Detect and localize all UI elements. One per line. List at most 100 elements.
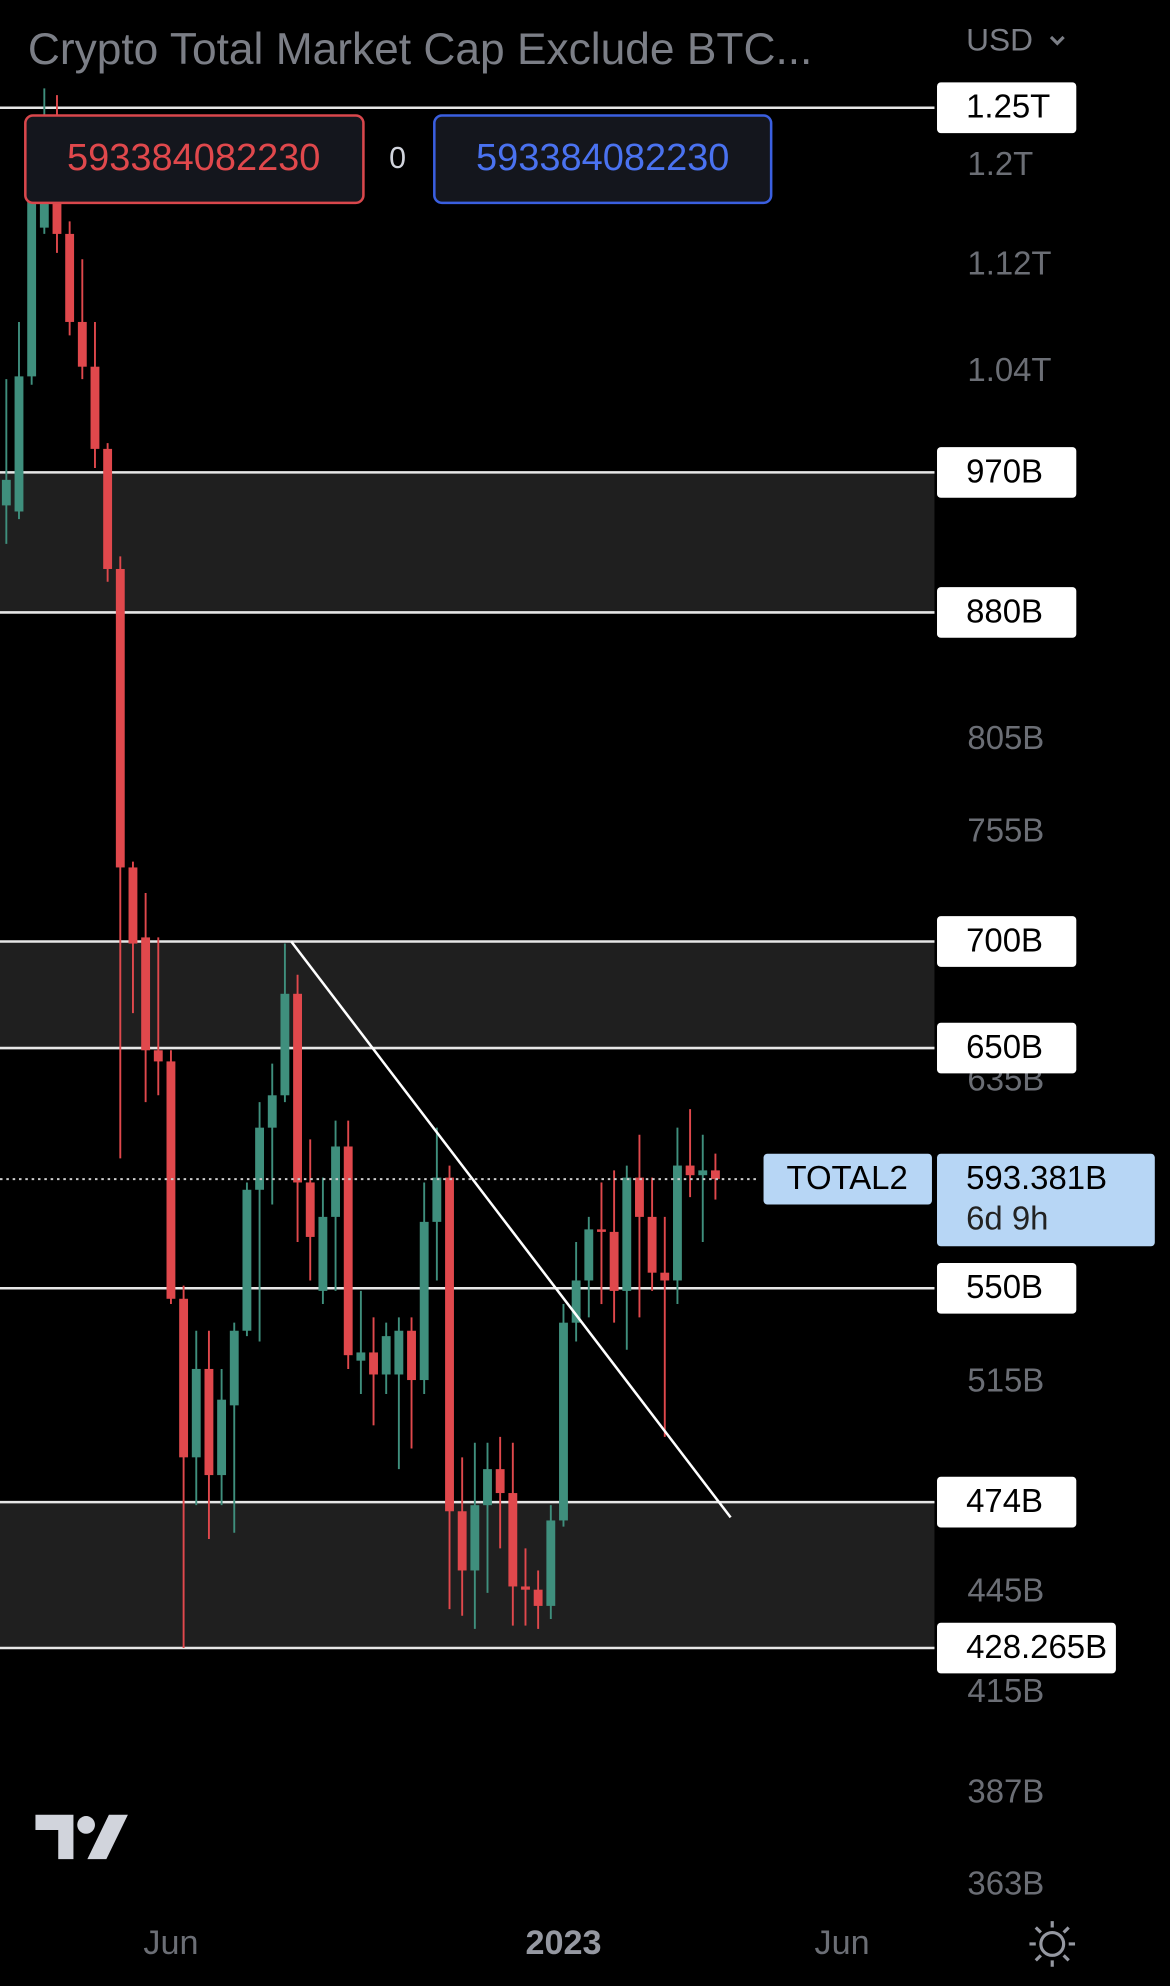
zone: [0, 941, 935, 1049]
logo: [35, 1814, 128, 1860]
buy-price[interactable]: 593384082230: [476, 137, 729, 179]
y-tick-label: 1.04T: [967, 351, 1051, 388]
candle-body: [647, 1216, 657, 1273]
level-label-box: [937, 1476, 1077, 1528]
candle-body: [635, 1177, 644, 1217]
candle-body: [255, 1127, 265, 1190]
candle-body: [369, 1352, 378, 1375]
candle-body: [217, 1399, 227, 1476]
candle-body: [115, 568, 125, 868]
price-name: TOTAL2: [786, 1159, 907, 1196]
level-label: 428.265B: [966, 1628, 1107, 1665]
level-label-box: [937, 587, 1077, 638]
candle-body: [90, 366, 100, 449]
sell-button[interactable]: [24, 114, 365, 205]
sell-price[interactable]: 593384082230: [67, 137, 320, 179]
candle-body: [495, 1469, 505, 1494]
level-label: 550B: [966, 1268, 1043, 1305]
level-label-box: [937, 1262, 1077, 1314]
candle-body: [318, 1216, 328, 1291]
level-label-box: [937, 447, 1077, 498]
price-axis: 1.2T1.12T1.04T805B755B635B515B445B415B38…: [763, 82, 1155, 1901]
candle-body: [381, 1336, 391, 1375]
candle-body: [267, 1095, 277, 1128]
sun-core[interactable]: [1039, 1930, 1066, 1957]
candle-body: [166, 1061, 176, 1299]
candle-body: [609, 1231, 619, 1291]
x-tick-label: Jun: [143, 1924, 198, 1962]
currency[interactable]: USD: [966, 21, 1033, 57]
candle-body: [584, 1229, 594, 1281]
candle-body: [343, 1146, 353, 1356]
candle-body: [103, 448, 113, 569]
candle-body: [470, 1505, 480, 1571]
candle-body: [179, 1298, 189, 1458]
level-label: 1.25T: [966, 88, 1050, 125]
candle-body: [356, 1352, 366, 1361]
y-tick-label: 415B: [967, 1672, 1044, 1709]
candle-body: [331, 1146, 340, 1217]
y-tick-label: 1.12T: [967, 244, 1051, 281]
candle-body: [204, 1368, 214, 1476]
logo-t: [35, 1814, 74, 1860]
candle-body: [685, 1165, 695, 1176]
buy-button[interactable]: [433, 114, 773, 205]
candle-body: [191, 1368, 201, 1458]
level-label: 474B: [966, 1482, 1043, 1519]
x-tick-label: 2023: [525, 1924, 601, 1962]
candle-body: [673, 1165, 682, 1281]
y-tick-label: 445B: [967, 1572, 1044, 1609]
candle-body: [710, 1170, 720, 1180]
y-tick-label: 363B: [967, 1864, 1044, 1901]
price-name-box: [763, 1153, 932, 1205]
candle-body: [141, 937, 151, 1051]
level-label-box: [937, 916, 1077, 967]
candle-body: [622, 1177, 632, 1291]
level-label: 650B: [966, 1028, 1043, 1065]
level-label-box: [937, 1022, 1077, 1074]
zones: [0, 472, 935, 1649]
candle-body: [597, 1229, 606, 1232]
candle-body: [698, 1170, 708, 1176]
logo-slash: [87, 1814, 128, 1860]
candle-body: [508, 1493, 518, 1587]
sun-rays[interactable]: [1029, 1921, 1076, 1967]
y-tick-label: 1.2T: [967, 145, 1033, 182]
candle-body: [14, 376, 24, 512]
candle-body: [293, 993, 302, 1183]
candle-body: [483, 1469, 492, 1506]
zone: [0, 1502, 935, 1649]
candle-body: [242, 1189, 252, 1331]
spread: 0: [389, 141, 406, 175]
y-tick-label: 387B: [967, 1772, 1044, 1809]
candle-body: [432, 1177, 442, 1222]
x-tick-label: Jun: [814, 1924, 869, 1962]
candle-body: [660, 1272, 670, 1281]
level-label: 880B: [966, 592, 1043, 629]
currency-chevron[interactable]: [1049, 35, 1065, 46]
settings-icon[interactable]: [1029, 1921, 1076, 1967]
price-countdown: 6d 9h: [966, 1200, 1048, 1237]
candle-body: [229, 1330, 239, 1406]
candle-body: [457, 1511, 467, 1571]
candle-body: [521, 1586, 530, 1590]
candle-body: [546, 1520, 556, 1606]
candle-body: [153, 1050, 163, 1062]
trendline: [290, 940, 732, 1519]
candle-body: [280, 993, 290, 1096]
logo-dot: [77, 1816, 95, 1834]
y-tick-label: 515B: [967, 1362, 1044, 1399]
candle-body: [559, 1322, 568, 1521]
candle-body: [445, 1177, 454, 1512]
candle-body: [27, 190, 37, 377]
candle-body: [305, 1182, 315, 1237]
candle-body: [394, 1330, 404, 1375]
price-label: 593.381B: [966, 1159, 1107, 1196]
level-label: 970B: [966, 452, 1043, 489]
candle-body: [1, 479, 11, 506]
price-label-box: [937, 1153, 1155, 1247]
candle-body: [128, 867, 138, 944]
zone: [0, 472, 935, 613]
